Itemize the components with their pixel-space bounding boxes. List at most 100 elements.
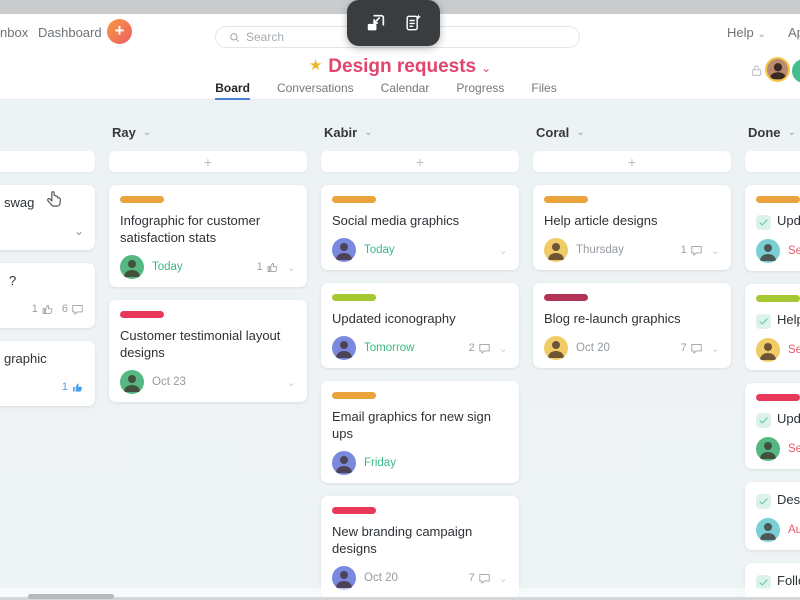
kanban-card[interactable]: Help Sep [745, 284, 800, 370]
add-card-button[interactable]: + [321, 151, 519, 172]
chevron-down-icon[interactable]: ⌄ [710, 342, 720, 355]
completed-check-icon[interactable] [756, 314, 771, 329]
card-footer: Oct 20 7 ⌄ [332, 566, 508, 590]
star-icon[interactable]: ★ [308, 57, 323, 74]
assignee-avatar[interactable] [120, 370, 144, 394]
board-column-done: Done⌄ + Upda intro/ou Sep Help Sep Upda Sep Desi… [745, 124, 800, 600]
chevron-down-icon[interactable]: ⌄ [481, 61, 492, 75]
card-footer: Sep [756, 437, 800, 461]
kanban-card[interactable]: Upda intro/ou Sep [745, 185, 800, 271]
column-title[interactable]: Kabir ⌄ [324, 125, 373, 140]
kanban-card[interactable]: Customer testimonial layout designs Oct 2… [109, 300, 307, 402]
assignee-avatar[interactable] [756, 338, 780, 362]
like-count[interactable]: 1 [62, 381, 84, 394]
tab-progress[interactable]: Progress [456, 81, 505, 95]
assignee-avatar[interactable] [332, 238, 356, 262]
assignee-avatar[interactable] [756, 437, 780, 461]
nav-apps[interactable]: Ap [788, 25, 800, 40]
card-title: Social media graphics [332, 213, 460, 228]
completed-check-icon[interactable] [756, 494, 771, 509]
notes-sparkle-icon[interactable] [403, 12, 423, 34]
kanban-card[interactable]: swag ⌄ [0, 185, 95, 250]
assignee-avatar[interactable] [756, 239, 780, 263]
comment-count[interactable]: 7 [469, 572, 491, 585]
comment-count[interactable]: 2 [469, 342, 491, 355]
tab-files[interactable]: Files [531, 81, 557, 95]
due-date: Sep [788, 344, 800, 356]
kanban-card[interactable]: graphic 1 [0, 341, 95, 406]
quick-add-button[interactable]: + [107, 19, 132, 44]
assignee-avatar[interactable] [544, 238, 568, 262]
completed-check-icon[interactable] [756, 575, 771, 590]
chevron-down-icon[interactable]: ⌄ [73, 224, 84, 238]
card-title: Follo [756, 572, 800, 590]
board-column-coral: Coral ⌄ + Help article designs Thursday 1 ⌄ Blo… [533, 124, 731, 600]
tab-conversations[interactable]: Conversations [276, 81, 354, 95]
kanban-card[interactable]: Infographic for customer satisfaction st… [109, 185, 307, 287]
nav-help[interactable]: Help ⌄ [727, 25, 766, 40]
chevron-down-icon[interactable]: ⌄ [498, 342, 508, 355]
horizontal-scrollbar[interactable] [28, 594, 114, 599]
due-date: Oct 20 [364, 572, 398, 584]
card-tag [756, 394, 800, 401]
column-title[interactable]: Ray ⌄ [112, 125, 152, 140]
assignee-avatar[interactable] [332, 451, 356, 475]
chevron-down-icon[interactable]: ⌄ [286, 261, 296, 274]
nav-inbox[interactable]: nbox [0, 25, 29, 40]
column-title[interactable]: Done ⌄ [748, 125, 796, 140]
due-date: Friday [364, 457, 396, 469]
comment-count[interactable]: 1 [681, 244, 703, 257]
card-footer: Today 1 ⌄ [120, 255, 296, 279]
kanban-card[interactable]: Upda Sep [745, 383, 800, 469]
assignee-avatar[interactable] [332, 566, 356, 590]
assignee-avatar[interactable] [756, 518, 780, 542]
assignee-avatar[interactable] [120, 255, 144, 279]
card-footer: Tomorrow 2 ⌄ [332, 336, 508, 360]
comment-count[interactable]: 7 [681, 342, 703, 355]
add-card-button[interactable]: + [745, 151, 800, 172]
kanban-card[interactable]: Social media graphics Today ⌄ [321, 185, 519, 270]
card-footer: Oct 20 7 ⌄ [544, 336, 720, 360]
card-footer: Friday [332, 451, 508, 475]
tab-calendar[interactable]: Calendar [380, 81, 430, 95]
chevron-down-icon: ⌄ [787, 127, 796, 138]
project-title-row[interactable]: ★ Design requests ⌄ [0, 56, 800, 78]
kanban-card[interactable]: ? 1 6 [0, 263, 95, 328]
kanban-card[interactable]: Updated iconography Tomorrow 2 ⌄ [321, 283, 519, 368]
kanban-card[interactable]: Blog re-launch graphics Oct 20 7 ⌄ [533, 283, 731, 368]
view-tabs: Board Conversations Calendar Progress Fi… [0, 81, 786, 101]
chevron-down-icon[interactable]: ⌄ [498, 572, 508, 585]
comment-count[interactable]: 6 [62, 303, 84, 316]
collapse-window-icon[interactable] [365, 12, 387, 34]
like-count[interactable]: 1 [257, 261, 279, 274]
assignee-avatar[interactable] [544, 336, 568, 360]
tab-board[interactable]: Board [215, 81, 250, 101]
avatar[interactable] [765, 57, 790, 82]
kanban-card[interactable]: Help article designs Thursday 1 ⌄ [533, 185, 731, 270]
kanban-card[interactable]: Email graphics for new sign ups Friday [321, 381, 519, 483]
card-title: Customer testimonial layout designs [120, 328, 281, 360]
kanban-card[interactable]: New branding campaign designs Oct 20 7 ⌄ [321, 496, 519, 598]
assignee-avatar[interactable] [332, 336, 356, 360]
completed-check-icon[interactable] [756, 215, 771, 230]
chevron-down-icon[interactable]: ⌄ [710, 244, 720, 257]
add-card-button[interactable]: + [109, 151, 307, 172]
chevron-down-icon: ⌄ [142, 127, 152, 138]
add-card-button[interactable]: + [533, 151, 731, 172]
card-tag [120, 196, 164, 203]
add-card-button[interactable]: + [0, 151, 95, 172]
avatar[interactable] [792, 59, 800, 83]
nav-dashboard[interactable]: Dashboard [38, 25, 102, 40]
like-count[interactable]: 1 [32, 303, 54, 316]
chevron-down-icon[interactable]: ⌄ [286, 376, 296, 389]
chevron-down-icon: ⌄ [576, 127, 585, 138]
kanban-card[interactable]: Desi infograp Aug [745, 482, 800, 550]
recording-toolbar [347, 0, 440, 46]
completed-check-icon[interactable] [756, 413, 771, 428]
chevron-down-icon[interactable]: ⌄ [498, 244, 508, 257]
column-title[interactable]: Coral ⌄ [536, 125, 585, 140]
card-tag [332, 294, 376, 301]
card-tag [332, 392, 376, 399]
card-title: New branding campaign designs [332, 524, 473, 556]
